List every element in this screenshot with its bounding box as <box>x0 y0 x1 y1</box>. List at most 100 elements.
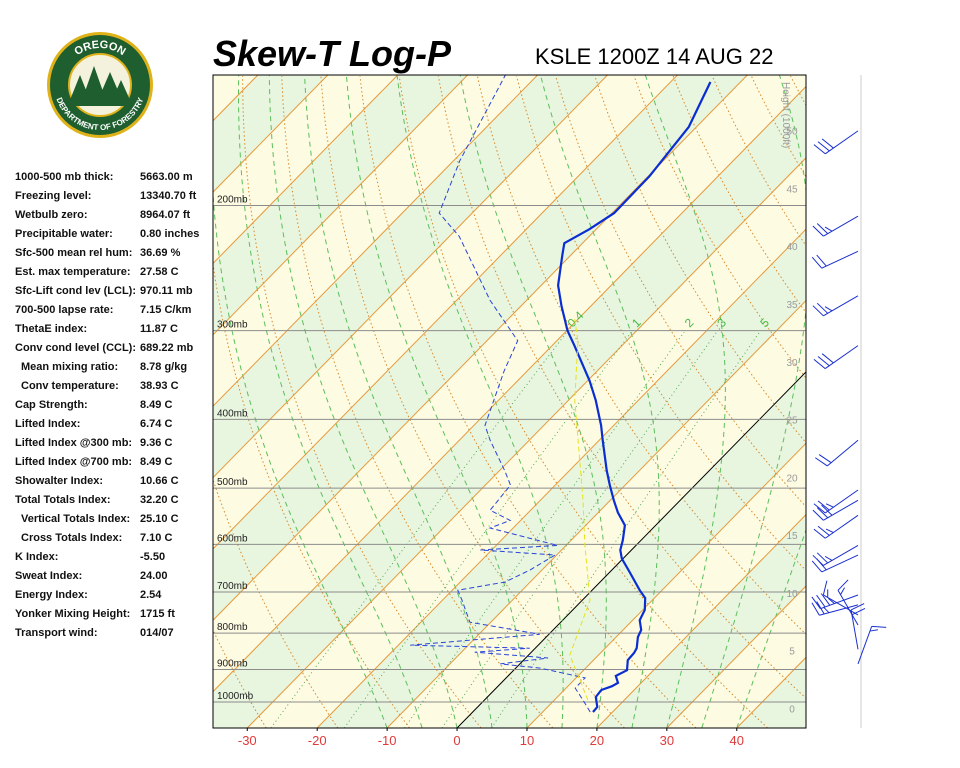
y2-tick-label: 5 <box>789 647 795 658</box>
isotherm <box>213 75 678 550</box>
isotherm <box>213 75 538 407</box>
y-tick-label: 900mb <box>217 658 248 669</box>
axes: 200mb 300mb 400mb 500mb 600mb 700mb 800mb 900mb… <box>217 82 798 748</box>
stat-label: Freezing level: <box>15 190 91 202</box>
x-tick-label: 30 <box>660 733 674 748</box>
barb-shaft <box>823 215 859 237</box>
moist-adiabat <box>644 75 726 728</box>
wind-barb <box>813 514 859 539</box>
isotherm <box>386 299 806 728</box>
isotherm <box>213 75 329 193</box>
y-tick-label: 1000mb <box>217 691 254 702</box>
x-tick-label: -10 <box>378 733 397 748</box>
logo: OREGON DEPARTMENT OF FORESTRY <box>47 32 153 138</box>
wind-barb <box>812 215 859 237</box>
barb-tick <box>813 359 826 369</box>
wind-barb <box>812 295 859 317</box>
barb-tick <box>811 596 821 610</box>
stat-label: ThetaE index: <box>15 323 87 335</box>
stat-value: 8.78 g/kg <box>140 361 187 373</box>
barb-tick <box>817 141 830 152</box>
stat-value: 8.49 C <box>140 456 172 468</box>
barb-tick <box>816 552 829 564</box>
stat-value: 25.10 C <box>140 513 179 525</box>
stat-label: Wetbulb zero: <box>15 209 88 221</box>
barb-shaft <box>823 545 859 566</box>
barb-tick <box>821 138 834 149</box>
isotherm <box>213 85 806 693</box>
logo-top-path: OREGON <box>72 39 127 58</box>
wind-barb <box>815 439 859 467</box>
logo-top-text: OREGON <box>72 39 127 58</box>
barb-shaft <box>824 345 859 369</box>
stat-value: -5.50 <box>140 551 165 563</box>
plot-background: 0.4 1 2 3 5 <box>213 75 960 728</box>
barb-shaft <box>837 590 859 626</box>
moist-adiabat <box>736 528 806 728</box>
y-tick-label: 200mb <box>217 195 248 206</box>
stat-value: 36.69 % <box>140 247 181 259</box>
dry-adiabat <box>477 75 806 635</box>
y-tick-label: 400mb <box>217 408 248 419</box>
y2-tick-label: 35 <box>786 300 798 311</box>
band <box>213 75 806 692</box>
mixing-ratio-line <box>343 331 632 728</box>
mixing-ratio-line <box>404 331 685 728</box>
stat-value: 970.11 mb <box>140 285 193 297</box>
y-tick-label: 500mb <box>217 477 248 488</box>
stat-label: Cap Strength: <box>15 399 88 411</box>
y-tick-label: 800mb <box>217 622 248 633</box>
isotherm <box>807 75 960 728</box>
wind-barb <box>813 489 859 514</box>
barb-tick <box>817 356 830 367</box>
moist-adiabat <box>459 75 607 728</box>
isotherm <box>526 442 806 728</box>
wind-barb <box>813 130 859 155</box>
moist-adiabat <box>268 75 458 728</box>
y2-tick-label: 10 <box>786 589 798 600</box>
barb-tick <box>811 560 823 573</box>
barb-tick <box>811 256 823 269</box>
moist-adiabat <box>304 75 493 728</box>
barb-shaft <box>820 594 859 610</box>
stat-label: Sfc-Lift cond lev (LCL): <box>15 285 136 297</box>
barb-tick <box>816 223 829 234</box>
x-tick-label: 20 <box>590 733 604 748</box>
barb-shaft <box>824 130 859 155</box>
isotherm <box>666 585 806 728</box>
y2-axis-label: Height (1000ft) <box>780 82 791 148</box>
barb-shaft <box>824 489 859 514</box>
stat-value: 1715 ft <box>140 608 175 620</box>
moist-adiabat <box>345 75 528 728</box>
stat-value: 8.49 C <box>140 399 172 411</box>
dry-adiabat <box>869 76 960 728</box>
barb-tick <box>813 503 826 514</box>
stat-value: 0.80 inches <box>140 228 199 240</box>
isotherm <box>213 75 608 479</box>
stat-value: 689.22 mb <box>140 342 193 354</box>
isotherm <box>213 75 468 336</box>
barb-shaft <box>821 554 859 573</box>
chart-subtitle: KSLE 1200Z 14 AUG 22 <box>535 44 774 69</box>
barb-shaft <box>823 594 859 616</box>
barb-tick <box>816 302 829 314</box>
dry-adiabat <box>437 75 806 699</box>
stat-label: Vertical Totals Index: <box>21 513 130 525</box>
stat-label: Lifted Index: <box>15 418 80 430</box>
zero-isotherm <box>456 371 806 728</box>
barb-tick <box>837 579 849 591</box>
y2-tick-label: 25 <box>786 416 798 427</box>
y2-tick-label: 40 <box>786 242 798 253</box>
barb-tick <box>869 629 879 632</box>
barb-shaft <box>823 295 859 317</box>
barb-tick <box>871 625 887 628</box>
wind-barb <box>811 250 859 269</box>
stat-value: 10.66 C <box>140 475 179 487</box>
isotherm <box>316 228 806 728</box>
stat-label: 700-500 lapse rate: <box>15 304 113 316</box>
sounding-line <box>410 75 591 713</box>
stat-label: Mean mixing ratio: <box>21 361 118 373</box>
stat-label: Lifted Index @300 mb: <box>15 437 132 449</box>
y2-tick-label: 15 <box>786 531 798 542</box>
barb-tick <box>825 503 834 508</box>
